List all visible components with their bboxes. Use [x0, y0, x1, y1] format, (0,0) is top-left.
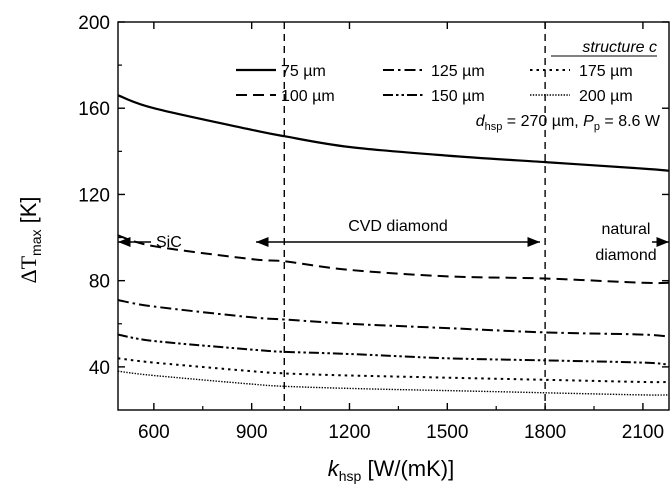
legend-label-1: 75 µm: [281, 63, 326, 80]
y-axis-label: ΔTmax [K]: [16, 196, 44, 283]
series-line-5: [117, 357, 670, 384]
x-tick-label: 1500: [426, 422, 468, 443]
series-line-2: [117, 234, 670, 285]
plot-frame: [117, 21, 670, 411]
legend-label-3: 125 µm: [431, 63, 485, 80]
region-annotations: SiC CVD diamond natural diamond: [118, 218, 669, 264]
y-tick-label: 200: [78, 13, 110, 34]
legend: structure c 75 µm 100 µm 125 µm 150 µm 175 µ…: [236, 39, 661, 133]
series-line-4: [117, 333, 670, 366]
region-label-sic: SiC: [156, 234, 182, 251]
x-axis-label: khsp [W/(mK)]: [328, 456, 454, 484]
x-tick-label: 900: [236, 422, 268, 443]
series-line-1: [117, 94, 670, 172]
x-tick-label: 1800: [524, 422, 566, 443]
legend-label-6: 200 µm: [579, 88, 633, 105]
y-tick-label: 80: [89, 272, 110, 293]
y-tick-label: 40: [89, 358, 110, 379]
y-tick-label: 160: [78, 99, 110, 120]
legend-label-2: 100 µm: [281, 88, 335, 105]
y-tick-label: 120: [78, 185, 110, 206]
region-label-cvd-diamond: CVD diamond: [348, 218, 448, 235]
x-tick-label: 1200: [328, 422, 370, 443]
x-tick-label: 600: [138, 422, 170, 443]
region-label-natural: natural: [602, 221, 651, 238]
series-line-6: [117, 370, 670, 396]
series-line-3: [117, 299, 670, 338]
parameter-annotation: dhsp = 270 µm, Pp = 8.6 W: [476, 113, 661, 133]
region-label-diamond: diamond: [595, 247, 656, 264]
x-tick-label: 2100: [622, 422, 664, 443]
legend-label-5: 175 µm: [579, 63, 633, 80]
legend-label-4: 150 µm: [431, 88, 485, 105]
legend-title: structure c: [582, 39, 657, 56]
